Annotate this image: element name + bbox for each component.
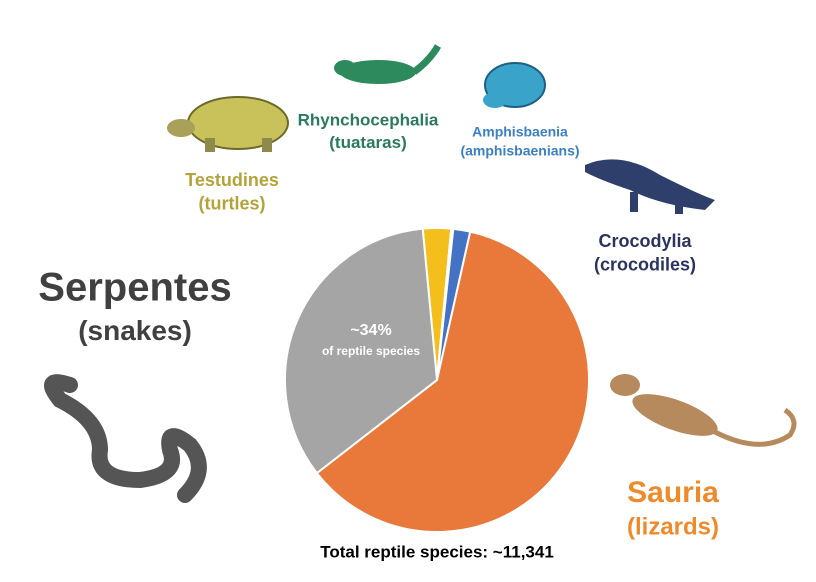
category-note: (turtles) (199, 193, 266, 213)
category-note: (tuataras) (329, 133, 406, 152)
category-label: Crocodylia (598, 231, 692, 251)
category-label: Amphisbaenia (472, 124, 568, 140)
crocodile-illustration (585, 159, 715, 214)
value-label: ~34% (350, 322, 391, 339)
tuatara-illustration (334, 44, 442, 84)
category-label: Serpentes (38, 266, 231, 310)
category-note: (amphisbaenians) (460, 143, 579, 159)
snake-illustration (44, 374, 207, 503)
pie-slice (284, 227, 439, 475)
annotation: of reptile species (322, 344, 420, 358)
category-label: Rhynchocephalia (298, 110, 439, 129)
category-note: (lizards) (627, 514, 719, 541)
pie-slice (315, 230, 590, 533)
category-note: (snakes) (78, 315, 192, 346)
footer: Total reptile species: ~11,341 (320, 542, 554, 561)
lizard-illustration (610, 374, 797, 447)
category-label: Testudines (185, 170, 279, 190)
frog-illustration (483, 62, 546, 108)
category-note: (crocodiles) (594, 254, 696, 274)
turtle-illustration (167, 96, 289, 152)
category-label: Sauria (627, 476, 719, 509)
